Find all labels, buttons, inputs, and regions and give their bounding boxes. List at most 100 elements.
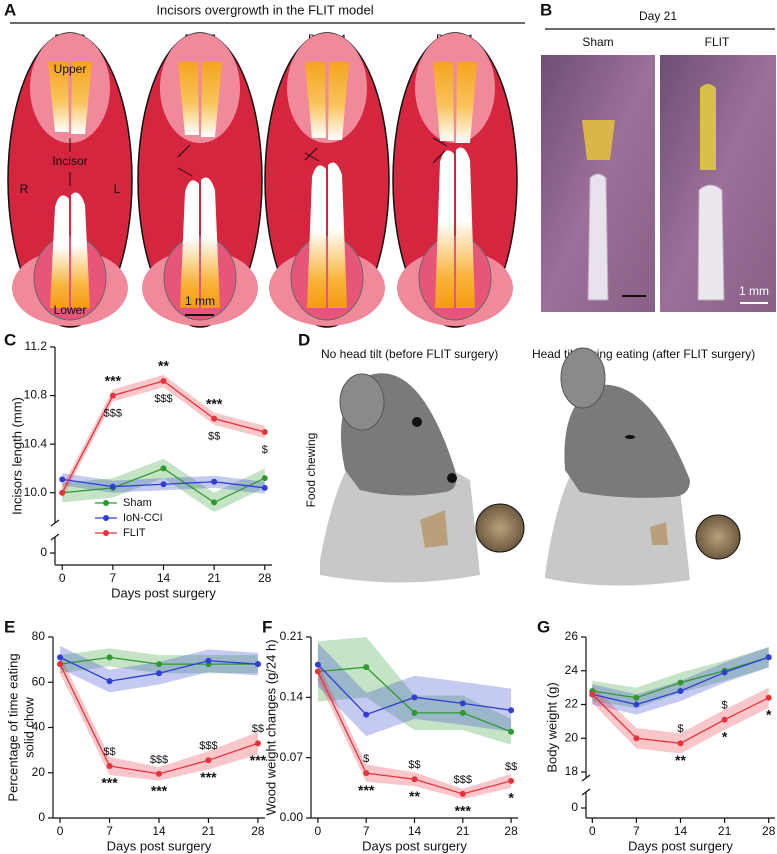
y-axis-label: Percentage of time eating	[5, 653, 20, 801]
y-tick-label: 10.0	[24, 485, 48, 499]
arrow	[304, 152, 320, 162]
data-point	[765, 694, 772, 701]
x-tick-label: 28	[504, 824, 518, 838]
data-point	[156, 661, 162, 668]
data-point	[160, 378, 167, 384]
y-tick-label: 11.2	[25, 339, 48, 353]
label: Lower	[54, 303, 87, 317]
arrow	[304, 147, 318, 161]
data-point	[254, 661, 261, 668]
x-axis-label: Days post surgery	[111, 585, 216, 600]
data-point	[677, 688, 684, 694]
significance-star: ***	[200, 769, 217, 785]
axis-break	[50, 533, 60, 541]
data-point	[411, 776, 418, 783]
error-band	[317, 662, 512, 800]
panel-label: E	[4, 617, 15, 636]
lower-tooth	[201, 177, 220, 308]
data-point	[205, 657, 212, 664]
data-point	[314, 668, 321, 675]
x-tick-label: 0	[315, 824, 322, 838]
group-label: Sham	[582, 35, 613, 49]
upper-tooth	[328, 62, 349, 140]
caption: No head tilt (before FLIT surgery)	[321, 347, 498, 361]
rat-left	[320, 373, 525, 583]
lower-tooth	[435, 150, 454, 308]
significance-dollar: $$$	[199, 740, 217, 752]
label: L	[114, 182, 121, 196]
y-axis-label: Wood weight changes (g/24 h)	[263, 639, 278, 815]
group-label: FLIT	[705, 35, 730, 49]
y-tick-label: 0.00	[280, 810, 304, 824]
x-tick-label: 7	[633, 824, 640, 838]
data-point	[633, 694, 640, 701]
upper-gum	[415, 33, 495, 143]
x-tick-label: 21	[718, 824, 732, 838]
y-tick-label: 80	[32, 629, 46, 643]
significance-dollar: $	[722, 700, 728, 712]
x-tick-label: 28	[251, 824, 265, 838]
y-tick-label: 0.21	[280, 629, 304, 643]
arrow	[177, 144, 191, 158]
significance-star: *	[508, 790, 514, 806]
data-point	[677, 679, 684, 686]
y-axis-label: Incisors length (mm)	[9, 397, 24, 515]
axis-break	[50, 519, 60, 527]
y-tick-label: 0	[571, 800, 578, 814]
data-point	[589, 691, 596, 698]
data-point	[459, 709, 466, 716]
x-tick-label: 21	[456, 824, 470, 838]
chart: C 0 10.0 10.4 10.8 11.2 0 7 14 21 28 Days post surg…	[4, 330, 272, 600]
data-point	[459, 790, 466, 797]
data-point	[106, 678, 113, 685]
panel-d: D No head tilt (before FLIT surgery) Hea…	[298, 330, 755, 586]
chart: E 0 20 40 60 80 0 7 14 21 28 Days post surgery Perce…	[4, 617, 267, 853]
y-tick-label: 10.4	[24, 436, 48, 450]
panel-title: Incisors overgrowth in the FLIT model	[156, 2, 373, 17]
legend-label: IoN-CCI	[123, 512, 163, 524]
lower-tooth	[50, 195, 69, 308]
panel-label: B	[540, 0, 552, 19]
data-point	[254, 740, 261, 747]
data-point	[211, 415, 218, 422]
upper-tooth	[71, 62, 92, 134]
error-band	[317, 637, 512, 745]
y-tick-label: 40	[32, 720, 46, 734]
data-point	[109, 483, 116, 490]
x-tick-label: 7	[110, 571, 117, 585]
lower-jaw	[290, 235, 364, 321]
x-tick-label: 7	[106, 824, 113, 838]
significance-dollar: $$$	[154, 393, 172, 405]
data-point	[57, 654, 64, 661]
x-tick-label: 21	[202, 824, 216, 838]
x-tick-label: 14	[157, 571, 171, 585]
lower-tooth	[456, 147, 475, 308]
upper-tooth	[48, 62, 69, 132]
data-point	[205, 757, 212, 764]
lower-tooth	[180, 180, 199, 308]
axis-break	[581, 788, 591, 796]
significance-star: ***	[358, 782, 375, 798]
data-point	[261, 484, 268, 491]
panel-b: B Day 21 Sham FLIT 1 mm	[540, 0, 776, 312]
label: Incisor	[52, 154, 87, 168]
upper-gum	[160, 33, 240, 143]
significance-star: **	[158, 358, 169, 374]
panel-label: A	[4, 0, 16, 19]
significance-dollar: $	[262, 444, 268, 456]
tooth	[587, 173, 609, 301]
data-point	[261, 429, 268, 435]
y-tick-label: 0.07	[280, 750, 304, 764]
x-axis-label: Days post surgery	[628, 838, 733, 853]
legend-label: Sham	[123, 497, 152, 509]
chart: F 0.00 0.07 0.14 0.21 0 7 14 21 28 Days post surge…	[262, 617, 518, 853]
upper-tooth	[201, 62, 222, 137]
data-point	[109, 392, 116, 399]
x-tick-label: 14	[152, 824, 166, 838]
y-tick-label: 0.14	[280, 690, 304, 704]
x-tick-label: 21	[207, 571, 221, 585]
data-point	[508, 728, 515, 735]
upper-gum	[30, 33, 110, 143]
y-axis-label: Body weight (g)	[544, 682, 559, 772]
